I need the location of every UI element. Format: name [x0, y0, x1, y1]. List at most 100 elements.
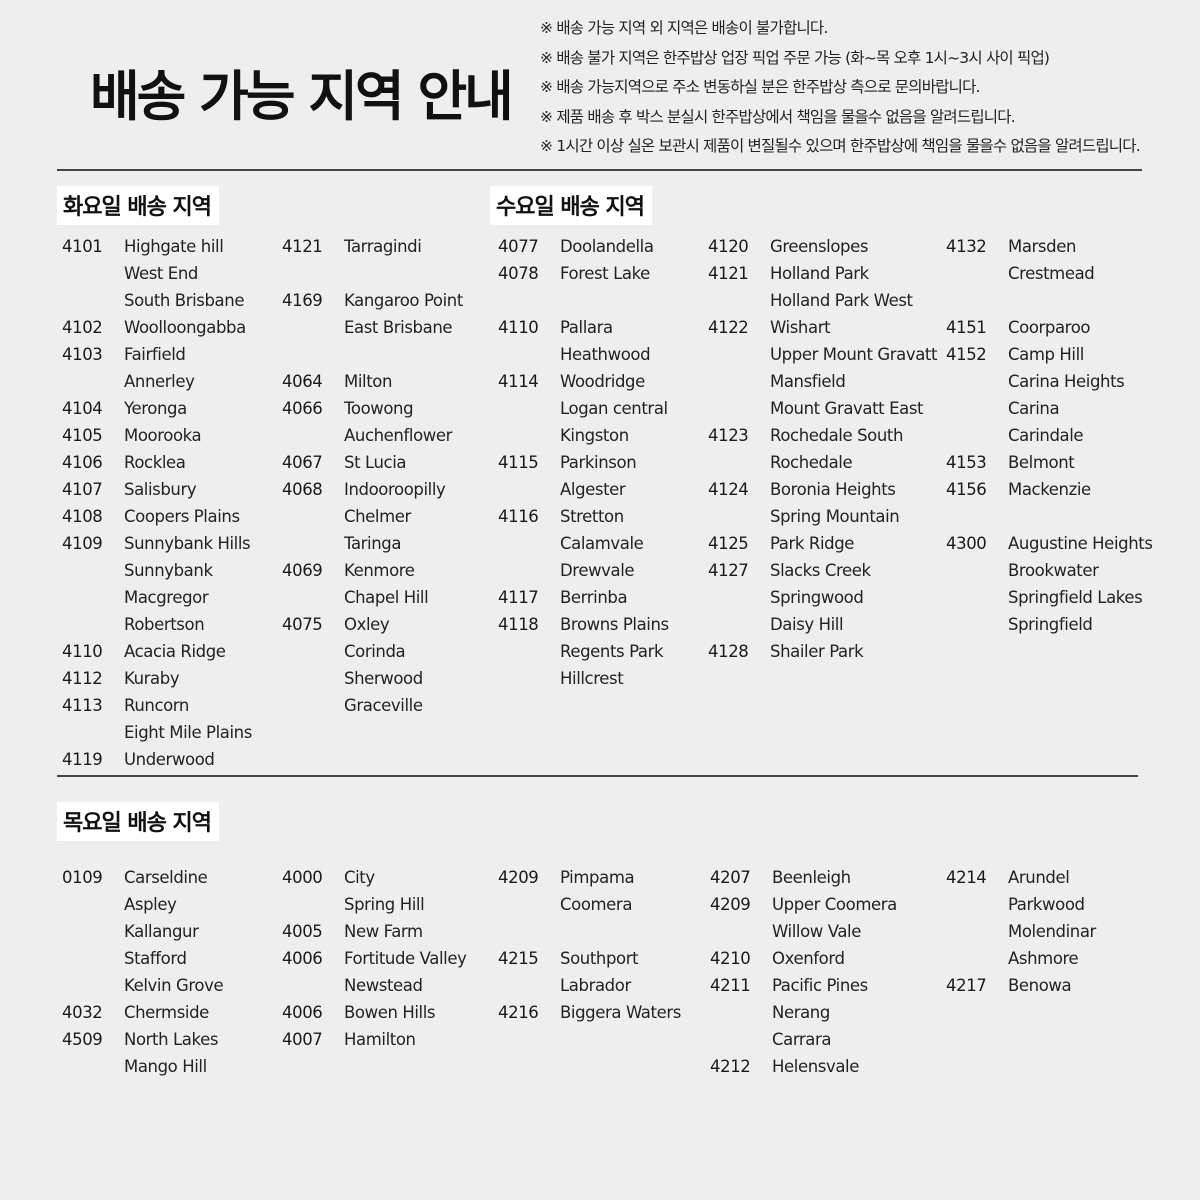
suburb-name: Molendinar	[1008, 922, 1096, 941]
suburb-name: Parkwood	[1008, 895, 1085, 914]
suburb-name: Fortitude Valley	[344, 949, 467, 968]
suburb-name: Yeronga	[124, 399, 187, 418]
suburb-name: Coomera	[560, 895, 633, 914]
postcode: 4121	[282, 237, 323, 256]
suburb-name: Stretton	[560, 507, 624, 526]
suburb-name: Camp Hill	[1008, 345, 1084, 364]
suburb-name: New Farm	[344, 922, 423, 941]
suburb-name: Springfield Lakes	[1008, 588, 1143, 607]
postcode: 4169	[282, 291, 323, 310]
suburb-name: Coorparoo	[1008, 318, 1091, 337]
postcode: 4006	[282, 1003, 323, 1022]
postcode: 4107	[62, 480, 103, 499]
suburb-name: Ashmore	[1008, 949, 1079, 968]
postcode: 4105	[62, 426, 103, 445]
postcode: 4122	[708, 318, 749, 337]
suburb-name: Annerley	[124, 372, 195, 391]
suburb-name: Springwood	[770, 588, 864, 607]
suburb-name: South Brisbane	[124, 291, 245, 310]
suburb-name: Stafford	[124, 949, 187, 968]
postcode: 4509	[62, 1030, 103, 1049]
suburb-name: Nerang	[772, 1003, 830, 1022]
suburb-name: City	[344, 868, 375, 887]
suburb-name: Sunnybank Hills	[124, 534, 251, 553]
postcode: 4115	[498, 453, 539, 472]
suburb-name: Carina Heights	[1008, 372, 1125, 391]
suburb-name: Drewvale	[560, 561, 635, 580]
suburb-name: Highgate hill	[124, 237, 224, 256]
postcode: 4207	[710, 868, 751, 887]
suburb-name: Spring Hill	[344, 895, 425, 914]
postcode: 4125	[708, 534, 749, 553]
postcode: 4121	[708, 264, 749, 283]
postcode: 4112	[62, 669, 103, 688]
postcode: 4032	[62, 1003, 103, 1022]
suburb-name: Browns Plains	[560, 615, 669, 634]
postcode: 4064	[282, 372, 323, 391]
postcode: 0109	[62, 868, 103, 887]
suburb-name: Wishart	[770, 318, 831, 337]
postcode: 4132	[946, 237, 987, 256]
suburb-name: Willow Vale	[772, 922, 861, 941]
suburb-name: Kangaroo Point	[344, 291, 463, 310]
suburb-name: Labrador	[560, 976, 631, 995]
wednesday-section-title: 수요일 배송 지역	[490, 186, 652, 225]
suburb-name: Pacific Pines	[772, 976, 868, 995]
postcode: 4300	[946, 534, 987, 553]
suburb-name: Forest Lake	[560, 264, 650, 283]
notice-item: ※ 제품 배송 후 박스 분실시 한주밥상에서 책임을 물을수 없음을 알려드립…	[540, 107, 1016, 126]
postcode: 4005	[282, 922, 323, 941]
postcode: 4104	[62, 399, 103, 418]
suburb-name: Kallangur	[124, 922, 199, 941]
suburb-name: Woodridge	[560, 372, 645, 391]
postcode: 4118	[498, 615, 539, 634]
suburb-name: Southport	[560, 949, 639, 968]
suburb-name: Algester	[560, 480, 626, 499]
postcode: 4108	[62, 507, 103, 526]
suburb-name: Hillcrest	[560, 669, 624, 688]
suburb-name: Carina	[1008, 399, 1060, 418]
suburb-name: Auchenflower	[344, 426, 453, 445]
postcode: 4106	[62, 453, 103, 472]
postcode: 4124	[708, 480, 749, 499]
postcode: 4215	[498, 949, 539, 968]
suburb-name: Sunnybank	[124, 561, 213, 580]
postcode: 4216	[498, 1003, 539, 1022]
postcode: 4102	[62, 318, 103, 337]
suburb-name: Chapel Hill	[344, 588, 429, 607]
suburb-name: Crestmead	[1008, 264, 1095, 283]
postcode: 4217	[946, 976, 987, 995]
postcode: 4000	[282, 868, 323, 887]
suburb-name: Doolandella	[560, 237, 654, 256]
suburb-name: Helensvale	[772, 1057, 859, 1076]
suburb-name: Rochedale	[770, 453, 853, 472]
suburb-name: Kingston	[560, 426, 629, 445]
suburb-name: Oxenford	[772, 949, 845, 968]
postcode: 4120	[708, 237, 749, 256]
postcode: 4103	[62, 345, 103, 364]
postcode: 4151	[946, 318, 987, 337]
suburb-name: Bowen Hills	[344, 1003, 436, 1022]
suburb-name: Brookwater	[1008, 561, 1099, 580]
suburb-name: Acacia Ridge	[124, 642, 226, 661]
suburb-name: Sherwood	[344, 669, 423, 688]
suburb-name: North Lakes	[124, 1030, 219, 1049]
suburb-name: Upper Coomera	[772, 895, 897, 914]
postcode: 4209	[498, 868, 539, 887]
suburb-name: Milton	[344, 372, 393, 391]
postcode: 4153	[946, 453, 987, 472]
suburb-name: Rochedale South	[770, 426, 904, 445]
suburb-name: St Lucia	[344, 453, 407, 472]
postcode: 4123	[708, 426, 749, 445]
suburb-name: Daisy Hill	[770, 615, 844, 634]
suburb-name: Taringa	[344, 534, 402, 553]
suburb-name: Kuraby	[124, 669, 180, 688]
postcode: 4152	[946, 345, 987, 364]
suburb-name: Coopers Plains	[124, 507, 240, 526]
postcode: 4069	[282, 561, 323, 580]
tuesday-section-title: 화요일 배송 지역	[57, 186, 219, 225]
suburb-name: Calamvale	[560, 534, 644, 553]
suburb-name: Holland Park West	[770, 291, 913, 310]
thursday-section-title: 목요일 배송 지역	[57, 802, 219, 841]
notice-list: ※ 배송 가능 지역 외 지역은 배송이 불가합니다. ※ 배송 불가 지역은 …	[540, 16, 1141, 164]
